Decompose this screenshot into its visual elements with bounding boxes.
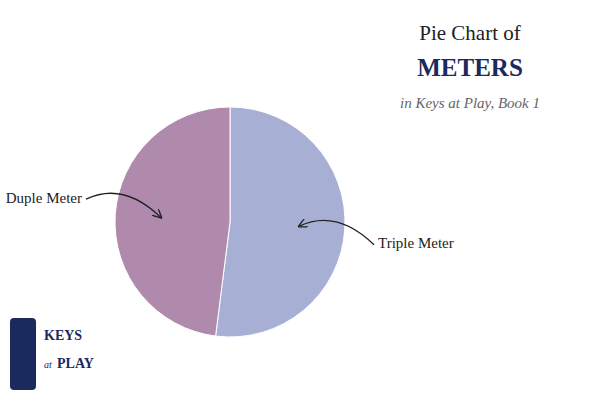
logo-text: KEYS xyxy=(44,328,82,343)
label-arrow xyxy=(299,220,374,244)
logo: KEYS at PLAY xyxy=(10,318,94,390)
pie-slice xyxy=(216,107,345,337)
slice-label: Triple Meter xyxy=(378,235,454,251)
slice-label: Duple Meter xyxy=(6,190,82,206)
logo-text: at xyxy=(44,359,52,370)
title: Pie Chart of xyxy=(419,21,520,45)
logo-text: PLAY xyxy=(57,356,94,371)
title: METERS xyxy=(417,54,523,81)
label-arrow xyxy=(86,193,161,217)
subtitle: in Keys at Play, Book 1 xyxy=(400,95,540,111)
chart: Triple Meter Duple Meter Pie Chart of METER… xyxy=(0,0,600,400)
pie-slice xyxy=(115,107,230,336)
logo-piano xyxy=(10,318,36,390)
